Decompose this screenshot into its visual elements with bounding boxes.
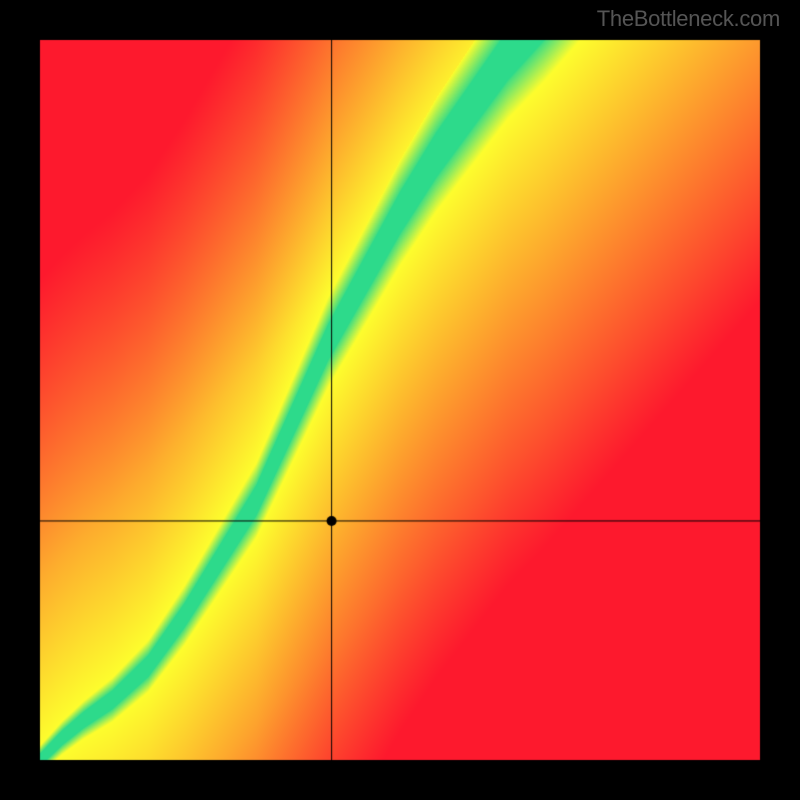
- bottleneck-heatmap: [0, 0, 800, 800]
